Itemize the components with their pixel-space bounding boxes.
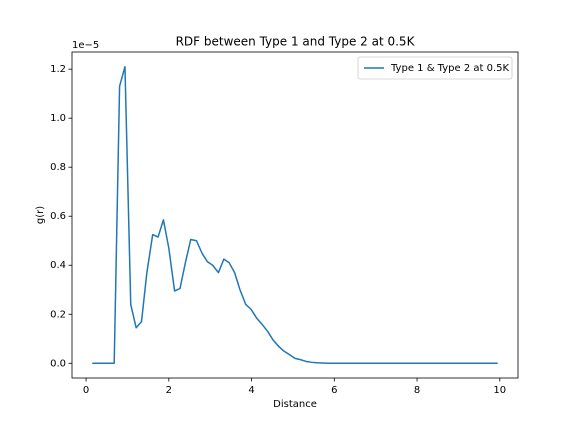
y-tick-label: 0.6 bbox=[50, 211, 66, 222]
y-offset-label: 1e−5 bbox=[72, 40, 99, 51]
axes-frame bbox=[71, 51, 519, 379]
y-tick-label: 1.0 bbox=[50, 113, 66, 124]
legend: Type 1 & Type 2 at 0.5K bbox=[357, 56, 513, 80]
chart-title: RDF between Type 1 and Type 2 at 0.5K bbox=[176, 35, 416, 49]
y-tick-label: 1.2 bbox=[50, 64, 66, 75]
legend-box bbox=[357, 56, 513, 80]
y-tick-label: 0.8 bbox=[50, 162, 66, 173]
x-tick-label: 6 bbox=[331, 385, 337, 396]
y-tick-label: 0.2 bbox=[50, 309, 66, 320]
x-tick-label: 10 bbox=[493, 385, 506, 396]
legend-label: Type 1 & Type 2 at 0.5K bbox=[390, 63, 509, 74]
x-tick-label: 0 bbox=[83, 385, 89, 396]
y-tick-label: 0.4 bbox=[50, 260, 66, 271]
data-line bbox=[92, 65, 498, 365]
y-axis-label: g(r) bbox=[35, 206, 46, 224]
y-tick-label: 0.0 bbox=[50, 358, 66, 369]
x-axis-label: Distance bbox=[273, 399, 317, 410]
x-tick-label: 2 bbox=[166, 385, 172, 396]
x-tick-label: 4 bbox=[248, 385, 254, 396]
x-tick-label: 8 bbox=[414, 385, 420, 396]
